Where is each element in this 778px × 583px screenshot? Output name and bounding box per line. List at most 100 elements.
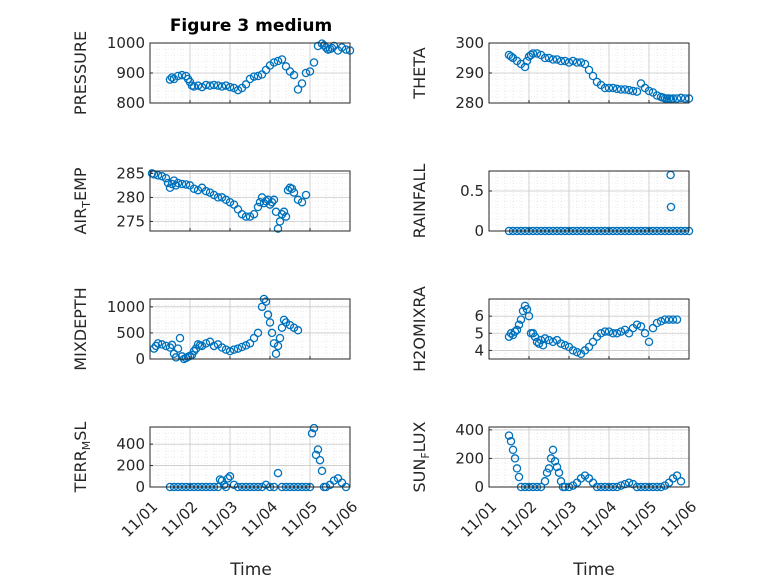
data-point	[271, 349, 281, 359]
subplot-2: 280 290 300 THETA	[410, 34, 694, 112]
y-tick-label: 275	[116, 212, 145, 230]
data-point	[205, 81, 215, 90]
y-axis-label: H2OMIXRA	[410, 286, 429, 372]
data-point	[223, 474, 233, 483]
data-point	[173, 71, 183, 81]
data-point	[273, 56, 283, 66]
data-point	[153, 171, 163, 180]
data-point	[237, 342, 247, 352]
data-point	[281, 212, 291, 221]
data-point	[301, 190, 311, 200]
data-point	[648, 323, 658, 333]
data-point	[548, 445, 558, 455]
data-point	[576, 58, 586, 67]
data-point	[289, 70, 299, 80]
data-point	[620, 85, 630, 94]
data-point	[640, 329, 650, 338]
data-point	[249, 209, 259, 219]
data-point	[568, 346, 578, 355]
data-point	[556, 339, 566, 348]
y-tick-label: 1000	[107, 298, 145, 316]
data-point	[265, 318, 275, 327]
data-point	[221, 81, 231, 90]
y-axis-label-subscript: F	[419, 452, 432, 458]
data-point	[209, 341, 219, 351]
data-point	[253, 202, 263, 212]
data-point	[167, 340, 177, 350]
data-point	[241, 80, 251, 89]
data-point	[313, 445, 323, 454]
y-axis-label-part: TERR	[71, 450, 90, 493]
data-point	[225, 82, 235, 92]
data-point	[181, 180, 191, 189]
data-point	[564, 58, 574, 67]
data-point	[524, 311, 534, 321]
data-point	[624, 329, 634, 338]
data-point	[255, 197, 265, 207]
data-point	[189, 184, 199, 194]
data-point	[666, 202, 676, 212]
y-axis-label-part: LUX	[410, 421, 429, 452]
data-point	[253, 328, 263, 338]
data-point	[279, 207, 289, 217]
data-point	[311, 450, 321, 460]
data-point	[548, 55, 558, 64]
data-point	[616, 327, 626, 336]
y-tick-label: 900	[116, 64, 145, 82]
data-point	[307, 429, 317, 438]
data-point	[616, 85, 626, 94]
data-point	[193, 81, 203, 90]
data-point	[297, 79, 307, 88]
data-point	[289, 188, 299, 197]
y-axis-label-part: THETA	[410, 47, 429, 99]
data-point	[167, 73, 177, 82]
data-point	[173, 344, 183, 353]
data-point	[652, 318, 662, 328]
data-point	[153, 339, 163, 348]
y-tick-label: 200	[455, 449, 484, 467]
data-point	[584, 65, 594, 75]
data-point	[201, 80, 211, 90]
y-tick-label: 280	[116, 188, 145, 206]
x-axis-label-left: Time	[229, 560, 272, 580]
y-tick-label: 0	[474, 478, 484, 496]
data-point	[612, 84, 622, 94]
data-point	[540, 53, 550, 63]
data-point	[253, 71, 263, 81]
y-tick-label: 0	[135, 478, 145, 496]
data-point	[512, 325, 522, 335]
data-point	[668, 94, 678, 103]
data-point	[317, 466, 327, 476]
data-point	[279, 315, 289, 325]
data-point	[644, 86, 654, 96]
data-point	[508, 445, 518, 455]
data-point	[668, 315, 678, 324]
y-axis-label-part: SUN	[410, 459, 429, 493]
y-axis-label-part: H2OMIXRA	[410, 286, 429, 372]
y-tick-label: 200	[116, 457, 145, 475]
y-axis-label: THETA	[410, 47, 429, 99]
data-point	[189, 346, 199, 356]
data-point	[632, 87, 642, 96]
data-point	[612, 329, 622, 338]
subplot-5: 0 500 1000 MIXDEPTH	[71, 287, 351, 371]
data-point	[217, 82, 227, 91]
axes-box	[488, 298, 690, 360]
data-point	[536, 335, 546, 345]
data-point	[189, 82, 199, 91]
data-point	[644, 337, 654, 347]
subplot-3: 275 280 285 AIRTEMP	[71, 164, 351, 235]
data-point	[229, 345, 239, 354]
data-point	[544, 464, 554, 473]
data-point	[552, 462, 562, 472]
data-point	[620, 479, 630, 489]
data-point	[197, 82, 207, 92]
y-axis-label: AIRTEMP	[71, 167, 93, 234]
data-point	[241, 341, 251, 350]
data-point	[309, 58, 319, 67]
data-point	[267, 328, 277, 338]
y-tick-label: 400	[116, 435, 145, 453]
data-point	[273, 468, 283, 478]
